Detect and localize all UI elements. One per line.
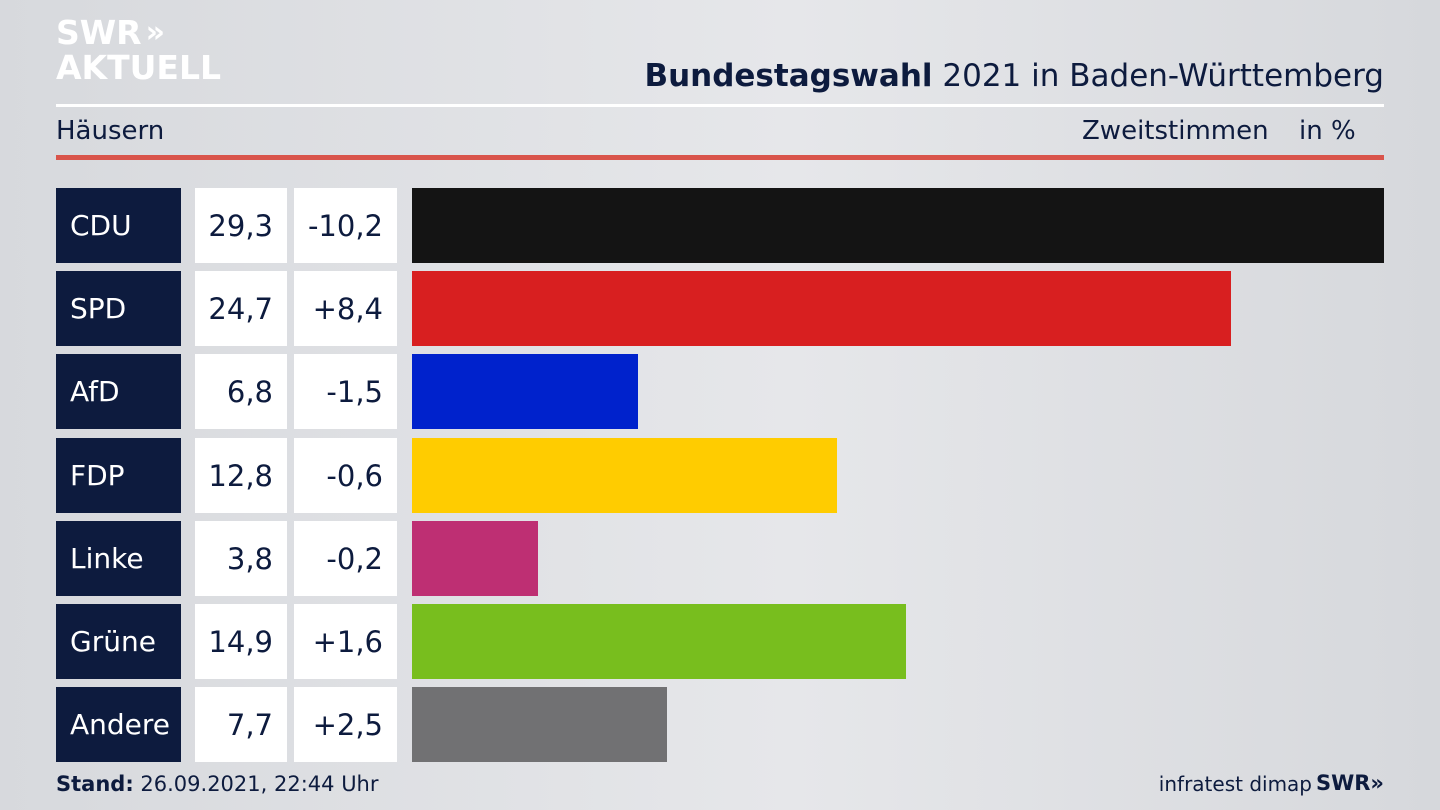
timestamp: Stand: 26.09.2021, 22:44 Uhr: [56, 772, 379, 796]
party-label-andere: Andere: [56, 687, 181, 762]
change-label-fdp: -0,6: [294, 438, 397, 513]
chart-title-bold: Bundestagswahl: [644, 58, 933, 94]
value-label-gr-ne: 14,9: [195, 604, 287, 679]
change-label-afd: -1,5: [294, 354, 397, 429]
value-label-fdp: 12,8: [195, 438, 287, 513]
source-label: infratest dimap: [1158, 772, 1312, 796]
value-label-linke: 3,8: [195, 521, 287, 596]
change-label-gr-ne: +1,6: [294, 604, 397, 679]
unit-label: in %: [1299, 116, 1356, 146]
timestamp-value: 26.09.2021, 22:44 Uhr: [140, 772, 379, 796]
change-label-linke: -0,2: [294, 521, 397, 596]
party-label-spd: SPD: [56, 271, 181, 346]
logo-chevron-icon: »: [145, 14, 165, 50]
bar-gr-ne: [412, 604, 906, 679]
party-label-cdu: CDU: [56, 188, 181, 263]
chart-title: Bundestagswahl 2021 in Baden-Württemberg: [644, 58, 1384, 94]
party-label-linke: Linke: [56, 521, 181, 596]
party-label-gr-ne: Grüne: [56, 604, 181, 679]
region-label: Häusern: [56, 116, 165, 146]
value-label-cdu: 29,3: [195, 188, 287, 263]
value-label-spd: 24,7: [195, 271, 287, 346]
bar-spd: [412, 271, 1231, 346]
bar-andere: [412, 687, 667, 762]
logo-swr-text: SWR: [56, 13, 142, 52]
change-label-andere: +2,5: [294, 687, 397, 762]
header-divider: [56, 104, 1384, 107]
value-label-afd: 6,8: [195, 354, 287, 429]
chart-title-rest: 2021 in Baden-Württemberg: [942, 58, 1384, 94]
party-label-afd: AfD: [56, 354, 181, 429]
logo-aktuell-text: AKTUELL: [56, 48, 222, 87]
change-label-cdu: -10,2: [294, 188, 397, 263]
swr-footer-logo: SWR»: [1315, 771, 1384, 795]
bar-fdp: [412, 438, 837, 513]
metric-label: Zweitstimmen: [1082, 116, 1269, 146]
bar-cdu: [412, 188, 1384, 263]
change-label-spd: +8,4: [294, 271, 397, 346]
bar-afd: [412, 354, 638, 429]
bar-linke: [412, 521, 538, 596]
party-label-fdp: FDP: [56, 438, 181, 513]
timestamp-label: Stand:: [56, 772, 134, 796]
value-label-andere: 7,7: [195, 687, 287, 762]
accent-divider: [56, 155, 1384, 160]
swr-aktuell-logo: SWR» AKTUELL: [56, 16, 221, 84]
